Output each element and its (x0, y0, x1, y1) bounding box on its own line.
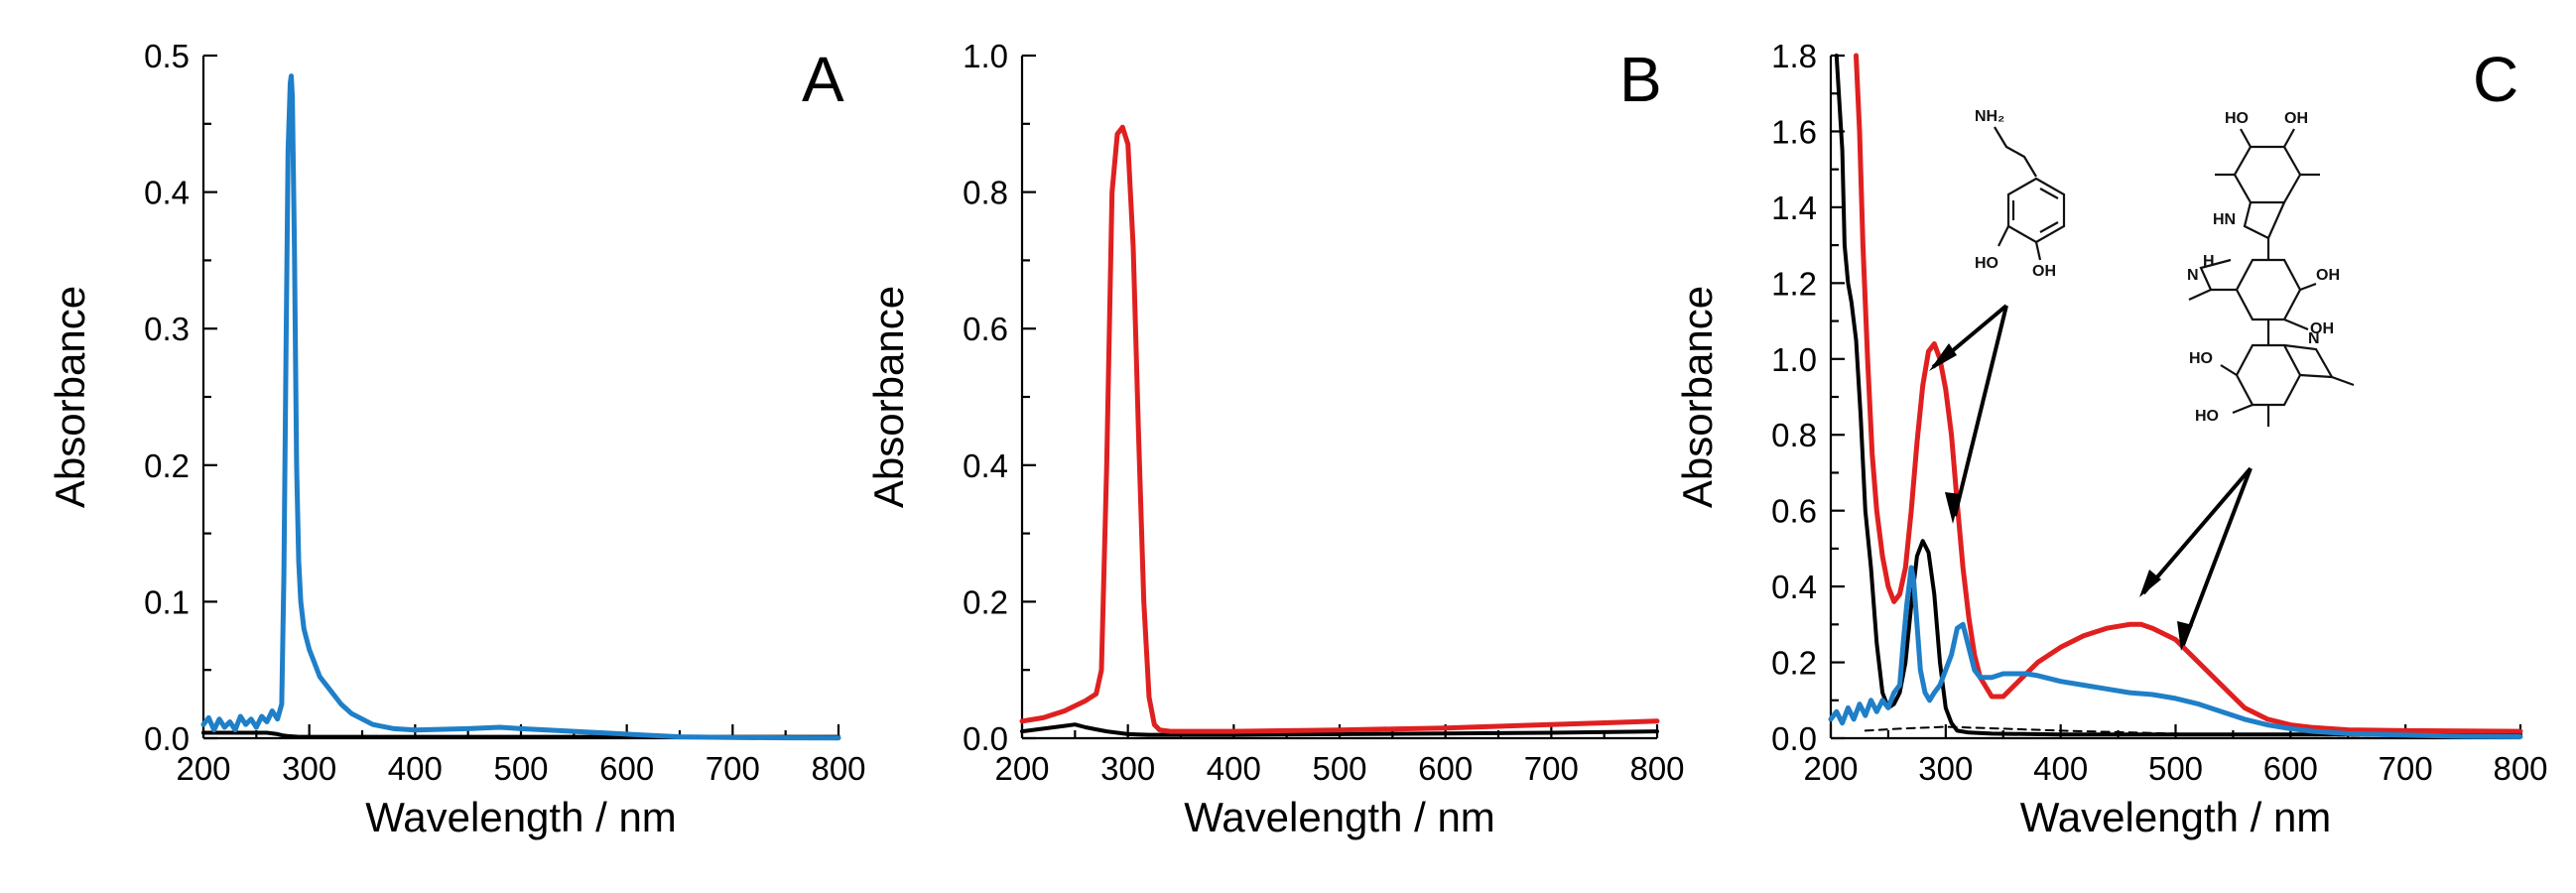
dopamine-structure: NH₂ HO OH (1975, 108, 2066, 280)
arrowhead-red-peak (1929, 343, 1957, 371)
panel-c-y-tick-label: 1.0 (1771, 341, 1817, 378)
arrowhead-black-peak (1945, 492, 1961, 524)
panel-b-y-tick-label: 0.0 (963, 720, 1008, 757)
panel-c-y-tick-label: 0.2 (1771, 645, 1817, 682)
panel-c-y-tick-label: 1.8 (1771, 38, 1817, 74)
panel-b-x-tick-label: 700 (1524, 750, 1579, 787)
panel-a-x-tick-label: 400 (388, 750, 443, 787)
panel-a-chart: 200 300 400 500 600 700 800 0.0 0.1 0.2 0.3 0.4 0.5 W… (47, 38, 866, 840)
panel-a-x-tick-label: 200 (176, 750, 230, 787)
panel-a-x-tick-label: 600 (599, 750, 654, 787)
panel-c-y-tick-label: 0.0 (1771, 720, 1817, 757)
poly-hydroxyl-low-2: HO (2195, 408, 2219, 425)
panel-b-y-tick-label: 1.0 (963, 38, 1008, 74)
panel-c-series-black (1834, 54, 2522, 737)
panel-c-y-tick-label: 1.6 (1771, 113, 1817, 150)
poly-ring-3 (2235, 343, 2302, 407)
dopamine-hydroxyl-1: HO (1975, 255, 1998, 272)
arrow-polymer-to-red-band (2141, 466, 2253, 595)
panel-c-series-red (1854, 53, 2523, 734)
panel-c-y-axis-title: Absorbance (1674, 286, 1721, 508)
dopamine-benzene-ring (2006, 177, 2066, 244)
panel-b-chart: 200 300 400 500 600 700 800 0.0 0.2 0.4 0.6 0.8 1.0 W… (865, 38, 1685, 840)
panel-a-x-tick-label: 800 (811, 750, 865, 787)
panel-c-y-tick-label: 1.2 (1771, 265, 1817, 302)
panel-b-x-axis-title: Wavelength / nm (1184, 794, 1495, 840)
panel-a-x-axis-title: Wavelength / nm (365, 794, 677, 840)
poly-amine-top: HN (2213, 211, 2236, 228)
panel-b-x-tick-label: 800 (1629, 750, 1684, 787)
panel-a-y-tick-label: 0.1 (144, 583, 190, 620)
panel-b-y-axis-title: Absorbance (865, 286, 912, 508)
panel-c-x-tick-label: 700 (2379, 750, 2433, 787)
panel-a-series-black (201, 730, 840, 739)
panel-c-x-axis-title: Wavelength / nm (2020, 794, 2332, 840)
panel-label-a: A (802, 44, 844, 115)
panel-b-x-tick-label: 400 (1207, 750, 1261, 787)
panel-a-y-tick-label: 0.0 (144, 720, 190, 757)
poly-hydroxyl-low-1: HO (2189, 350, 2213, 367)
arrowhead-blue-band (2177, 621, 2193, 651)
panel-b-series-black (1020, 722, 1659, 737)
panel-c-x-tick-label: 300 (1918, 750, 1973, 787)
panel-label-b: B (1619, 44, 1662, 115)
poly-hydroxyl-top-right: OH (2284, 110, 2308, 127)
panel-c-x-tick-label: 600 (2263, 750, 2318, 787)
panel-b-x-tick-label: 200 (994, 750, 1049, 787)
panel-a-y-tick-label: 0.5 (144, 38, 190, 74)
panel-c-y-tick-label: 0.4 (1771, 569, 1817, 605)
panel-a-series-blue (200, 73, 841, 741)
panel-c-series-blue (1828, 565, 2523, 739)
arrow-polymer-to-blue-band (2181, 467, 2253, 646)
poly-ring-2 (2235, 258, 2302, 321)
panel-b-x-tick-label: 500 (1312, 750, 1366, 787)
panel-a-x-tick-label: 700 (706, 750, 760, 787)
poly-hydroxyl-top-left: HO (2225, 110, 2249, 127)
panel-a-x-tick-label: 500 (493, 750, 548, 787)
poly-hydroxyl-mid-1: OH (2316, 267, 2340, 284)
panel-c-chart: 200 300 400 500 600 700 800 0.0 0.2 0.4 0.6 0.8 1.0 1… (1674, 38, 2548, 840)
panel-c-y-tick-label: 0.8 (1771, 417, 1817, 453)
panel-b-series-red (1019, 124, 1660, 734)
dopamine-hydroxyl-2: OH (2032, 263, 2056, 280)
panel-a-y-tick-label: 0.3 (144, 311, 190, 347)
panel-b-y-tick-label: 0.8 (963, 175, 1008, 211)
poly-h-mid: H (2203, 253, 2215, 270)
panel-b-y-tick-label: 0.2 (963, 583, 1008, 620)
annotation-arrows (1929, 304, 2253, 651)
panel-a-x-tick-label: 300 (282, 750, 336, 787)
dopamine-side-chain (1994, 126, 2037, 178)
panel-b-y-tick-label: 0.6 (963, 311, 1008, 347)
panel-c-y-tick-label: 0.6 (1771, 493, 1817, 530)
panel-c-x-tick-label: 400 (2033, 750, 2088, 787)
panel-a-y-tick-label: 0.4 (144, 175, 190, 211)
panel-c-x-tick-label: 200 (1803, 750, 1858, 787)
poly-hydroxyl-mid-2: OH (2310, 320, 2334, 337)
polydopamine-structure: HO OH HN H N OH OH N HO HO (2187, 110, 2355, 427)
poly-n-mid: N (2187, 267, 2199, 284)
panel-a-y-tick-label: 0.2 (144, 447, 190, 484)
panel-c-x-tick-label: 500 (2148, 750, 2203, 787)
dopamine-amine-label: NH₂ (1975, 108, 2004, 125)
panel-b-x-tick-label: 600 (1418, 750, 1473, 787)
panel-c-y-tick-label: 1.4 (1771, 190, 1817, 226)
panel-c-x-tick-label: 800 (2493, 750, 2547, 787)
poly-n-low: N (2308, 330, 2320, 347)
poly-ring-1 (2233, 145, 2302, 204)
panel-b-y-tick-label: 0.4 (963, 447, 1008, 484)
arrow-dopamine-to-black-peak (1953, 305, 2008, 517)
arrowhead-red-band (2139, 570, 2161, 597)
panel-a-y-axis-title: Absorbance (47, 286, 93, 508)
panel-b-x-tick-label: 300 (1100, 750, 1155, 787)
panel-label-c: C (2473, 44, 2518, 115)
